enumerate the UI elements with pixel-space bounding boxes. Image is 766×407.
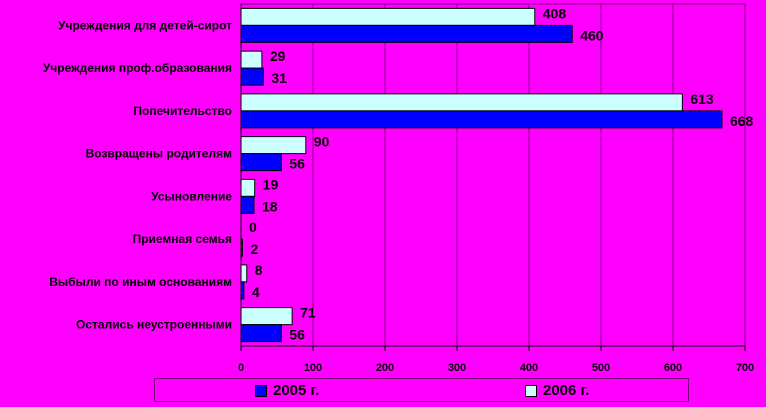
bar-2005 xyxy=(240,110,723,129)
category-label: Выбыли по иным основаниям xyxy=(49,275,232,289)
value-label-2005: 18 xyxy=(262,198,278,214)
category-label: Попечительство xyxy=(133,104,232,118)
value-label-2006: 29 xyxy=(270,48,286,64)
chart-legend: 2005 г. 2006 г. xyxy=(154,378,689,402)
category-label: Приемная семья xyxy=(133,232,232,246)
legend-item-2006: 2006 г. xyxy=(525,382,589,399)
plot-area xyxy=(241,4,745,346)
bar-2005 xyxy=(240,67,264,86)
value-label-2006: 19 xyxy=(263,176,279,192)
x-tick-label: 200 xyxy=(376,362,394,374)
legend-swatch-2006 xyxy=(525,384,537,397)
legend-item-2005: 2005 г. xyxy=(255,382,319,399)
bar-2005 xyxy=(240,24,573,43)
legend-label-2005: 2005 г. xyxy=(273,382,320,399)
category-label: Усыновление xyxy=(151,189,232,203)
bar-2006 xyxy=(240,136,307,155)
bar-2005 xyxy=(240,153,282,172)
legend-label-2006: 2006 г. xyxy=(543,382,590,399)
bar-2005 xyxy=(240,195,255,214)
category-label: Учреждения для детей-сирот xyxy=(58,18,232,32)
value-label-2005: 56 xyxy=(289,156,305,172)
value-label-2005: 4 xyxy=(252,284,260,300)
x-tick-label: 400 xyxy=(520,362,538,374)
value-label-2005: 31 xyxy=(271,70,287,86)
x-tick-label: 0 xyxy=(238,362,244,374)
bar-2006 xyxy=(240,264,248,283)
bar-2006 xyxy=(240,7,536,26)
category-label: Остались неустроенными xyxy=(76,318,232,332)
x-tick-label: 100 xyxy=(304,362,322,374)
bar-2005 xyxy=(240,324,282,343)
legend-swatch-2005 xyxy=(255,384,267,397)
value-label-2005: 668 xyxy=(730,113,754,129)
x-tick-label: 500 xyxy=(592,362,610,374)
x-tick-label: 700 xyxy=(736,362,754,374)
value-label-2006: 0 xyxy=(249,219,257,235)
x-tick-label: 300 xyxy=(448,362,466,374)
bar-2006 xyxy=(240,307,293,326)
value-label-2006: 71 xyxy=(300,305,316,321)
category-label: Возвращены родителям xyxy=(86,147,232,161)
bar-2006 xyxy=(240,93,683,112)
value-label-2006: 8 xyxy=(255,262,263,278)
category-label: Учреждения проф.образования xyxy=(43,61,232,75)
bar-2006 xyxy=(240,50,263,69)
bar-2006 xyxy=(240,178,256,197)
value-label-2006: 90 xyxy=(314,134,330,150)
value-label-2005: 460 xyxy=(580,27,604,43)
value-label-2005: 2 xyxy=(250,241,258,257)
x-tick-label: 600 xyxy=(664,362,682,374)
value-label-2006: 408 xyxy=(543,5,567,21)
value-label-2006: 613 xyxy=(690,91,714,107)
value-label-2005: 56 xyxy=(289,327,305,343)
